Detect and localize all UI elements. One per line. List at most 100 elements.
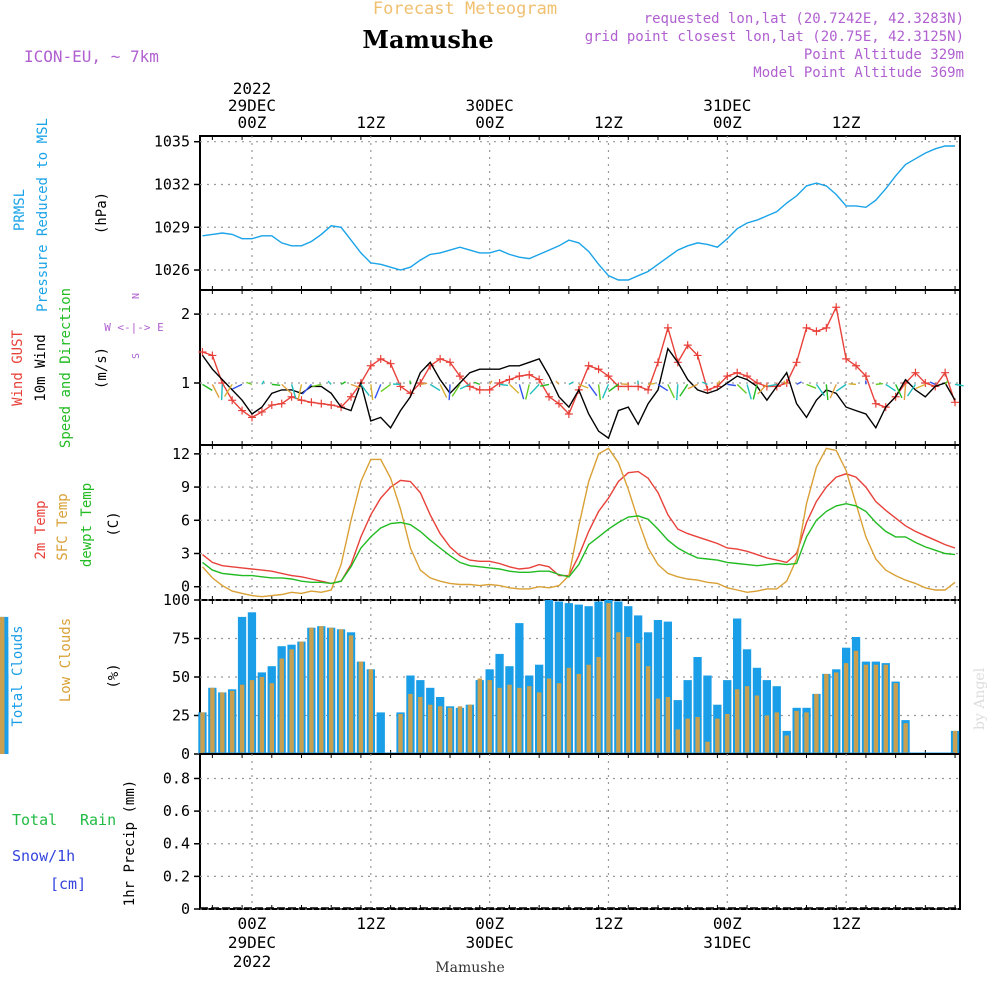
sfc-temp-line bbox=[201, 447, 956, 598]
wind-direction-arrow bbox=[540, 383, 550, 387]
clouds-ytick-label: 75 bbox=[172, 630, 190, 648]
wind-label-gust: Wind GUST bbox=[10, 330, 26, 406]
gust-marker bbox=[347, 392, 356, 401]
pressure-label-desc: Pressure Reduced to MSL bbox=[35, 118, 51, 312]
wind-label-10m: 10m Wind bbox=[33, 334, 49, 401]
temp-ytick-label: 6 bbox=[181, 511, 190, 529]
low-clouds-bar bbox=[398, 714, 403, 754]
wind-label-dir: Speed and Direction bbox=[58, 288, 74, 448]
wind-direction-arrow bbox=[915, 383, 926, 390]
wind-direction-arrow bbox=[597, 384, 601, 401]
gust-marker bbox=[287, 392, 296, 401]
header-model-altitude: Model Point Altitude 369m bbox=[753, 65, 964, 81]
low-clouds-bar bbox=[863, 664, 869, 754]
low-clouds-bar bbox=[447, 707, 453, 754]
wind-direction-arrow bbox=[906, 383, 917, 397]
clouds-ytick-label: 100 bbox=[163, 591, 190, 609]
gust-marker bbox=[842, 354, 851, 363]
total-clouds-bar bbox=[683, 680, 692, 754]
wind-direction-arrow bbox=[261, 380, 265, 385]
low-clouds-bar bbox=[873, 664, 879, 754]
low-clouds-bar bbox=[438, 706, 443, 754]
clouds-ytick-label: 0 bbox=[181, 745, 190, 763]
low-clouds-bar bbox=[695, 717, 700, 754]
low-clouds-bar bbox=[576, 673, 581, 754]
total-clouds-bar bbox=[693, 657, 702, 754]
top-time-label: 12Z bbox=[356, 113, 385, 132]
low-clouds-bar bbox=[418, 697, 423, 754]
low-clouds-bar bbox=[596, 657, 601, 754]
low-clouds-bar bbox=[893, 683, 898, 754]
low-clouds-bar bbox=[715, 718, 720, 754]
gust-marker bbox=[465, 382, 474, 391]
wind-direction-arrow bbox=[518, 384, 525, 400]
wind-direction-arrow bbox=[211, 384, 220, 398]
top-time-label: 00Z bbox=[238, 113, 267, 132]
low-clouds-bar bbox=[309, 627, 314, 754]
gust-marker bbox=[683, 341, 692, 350]
gust-marker bbox=[644, 385, 653, 394]
wind-direction-arrow bbox=[525, 384, 530, 400]
gust-marker bbox=[257, 407, 266, 416]
gust-marker bbox=[366, 361, 375, 370]
gust-marker bbox=[832, 303, 841, 312]
gust-marker bbox=[861, 372, 870, 381]
gust-marker bbox=[564, 410, 573, 418]
gust-marker bbox=[267, 401, 276, 410]
low-clouds-bar bbox=[289, 649, 294, 754]
gust-marker bbox=[327, 401, 336, 410]
precip-ytick-label: 0.6 bbox=[163, 802, 190, 820]
top-time-label: 00Z bbox=[713, 113, 742, 132]
gust-marker bbox=[277, 399, 286, 408]
wind-direction-arrow bbox=[746, 384, 752, 400]
wind-direction-arrow bbox=[380, 383, 392, 393]
compass-ew: W <-|-> E bbox=[104, 321, 164, 334]
wind-direction-arrow bbox=[903, 384, 907, 401]
wind-direction-arrow bbox=[829, 384, 837, 399]
low-clouds-bar bbox=[804, 712, 809, 754]
bottom-time-label: 12Z bbox=[832, 914, 861, 933]
pressure-ytick-label: 1029 bbox=[154, 218, 190, 236]
top-time-label: 2022 bbox=[233, 79, 272, 98]
total-clouds-bar bbox=[554, 601, 564, 754]
low-clouds-bar bbox=[467, 704, 473, 754]
low-clouds-bar bbox=[457, 706, 463, 754]
low-clouds-bar bbox=[546, 678, 552, 754]
wind-direction-arrow bbox=[327, 380, 332, 385]
pressure-label-prmsl: PRMSL bbox=[12, 189, 28, 231]
wind-direction-arrow bbox=[555, 380, 560, 385]
wind-direction-arrow bbox=[374, 384, 382, 399]
low-clouds-bar bbox=[626, 637, 631, 754]
low-clouds-bar bbox=[853, 650, 859, 754]
low-clouds-bar bbox=[527, 686, 532, 754]
bottom-time-label: 00Z bbox=[475, 914, 504, 933]
wind-direction-arrow bbox=[687, 383, 698, 390]
precip-ytick-label: 0.8 bbox=[163, 769, 190, 787]
low-clouds-bar bbox=[566, 667, 572, 754]
low-clouds-bar bbox=[487, 680, 492, 754]
wind-direction-arrow bbox=[767, 383, 777, 387]
wind-direction-arrow bbox=[489, 380, 493, 385]
wind-direction-arrow bbox=[601, 384, 610, 399]
gust-marker bbox=[495, 379, 504, 387]
gust-marker bbox=[307, 398, 316, 407]
low-clouds-bar bbox=[744, 686, 750, 754]
wind-direction-arrow bbox=[796, 381, 802, 386]
low-clouds-bar bbox=[725, 714, 730, 754]
low-clouds-bar bbox=[507, 684, 512, 754]
precip-label-rain: Rain bbox=[80, 811, 116, 829]
gust-marker bbox=[446, 358, 455, 367]
gust-marker bbox=[594, 365, 603, 374]
low-clouds-bar bbox=[329, 627, 334, 754]
gust-marker bbox=[386, 359, 395, 368]
low-clouds-bar bbox=[319, 626, 324, 754]
gust-marker bbox=[653, 358, 662, 367]
precip-label-cm: [cm] bbox=[50, 875, 86, 893]
wind-direction-arrow bbox=[451, 383, 461, 397]
low-clouds-bar bbox=[220, 692, 225, 754]
gust-marker bbox=[475, 385, 484, 394]
temp-ytick-label: 0 bbox=[181, 578, 190, 596]
low-clouds-bar bbox=[754, 695, 760, 754]
low-clouds-bar bbox=[497, 687, 502, 754]
precip-label-total: Total bbox=[12, 811, 57, 829]
